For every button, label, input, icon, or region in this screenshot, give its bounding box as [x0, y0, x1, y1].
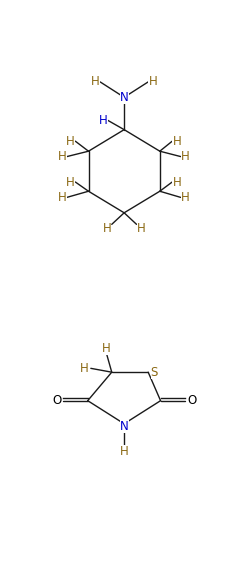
Text: H: H — [173, 135, 181, 147]
Text: N: N — [120, 420, 129, 433]
Text: H: H — [99, 114, 108, 127]
Text: H: H — [137, 222, 146, 235]
Text: O: O — [52, 394, 61, 407]
Text: H: H — [58, 150, 67, 163]
Text: H: H — [103, 222, 112, 235]
Text: H: H — [148, 75, 157, 88]
Text: H: H — [102, 342, 111, 355]
Text: H: H — [66, 135, 75, 147]
Text: H: H — [58, 191, 67, 204]
Text: N: N — [120, 91, 129, 104]
Text: H: H — [181, 150, 190, 163]
Text: H: H — [91, 75, 100, 88]
Text: S: S — [151, 366, 158, 379]
Text: H: H — [80, 362, 89, 375]
Text: H: H — [66, 176, 75, 188]
Text: H: H — [120, 445, 129, 458]
Text: H: H — [181, 191, 190, 204]
Text: O: O — [187, 394, 196, 407]
Text: H: H — [173, 176, 181, 188]
